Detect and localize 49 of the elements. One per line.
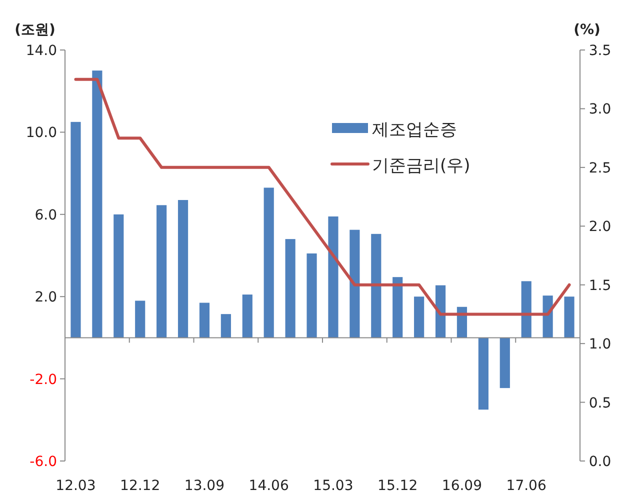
x-tick-label: 12.03 [56, 478, 96, 494]
y2-tick-label: 3.0 [588, 102, 612, 118]
x-tick-label: 14.06 [248, 478, 289, 494]
bar [392, 277, 403, 338]
x-tick-label: 17.06 [506, 478, 546, 494]
bar [242, 294, 252, 338]
y2-tick-label: 1.5 [588, 278, 612, 294]
y2-tick-label: 2.0 [588, 219, 612, 236]
bar [220, 314, 231, 338]
x-tick-label: 16.09 [442, 478, 482, 494]
bar [264, 188, 274, 338]
y2-tick-label: 0.0 [588, 454, 612, 470]
legend-label: 기준금리(우) [372, 156, 470, 176]
legend-label: 제조업순증 [372, 120, 457, 140]
y-tick-label: 10.0 [26, 125, 57, 142]
y-tick-label: -6.0 [30, 454, 57, 470]
bar [350, 230, 360, 338]
y2-tick-label: 3.5 [588, 43, 612, 59]
y-tick-label: 6.0 [34, 207, 57, 224]
bar [371, 234, 382, 338]
bar [564, 296, 574, 338]
bar [156, 205, 167, 338]
x-tick-label: 13.09 [184, 478, 225, 494]
y-axis-title: (조원) [14, 22, 56, 38]
y2-tick-label: 2.5 [588, 160, 612, 176]
bar [328, 216, 338, 338]
bar [70, 122, 81, 338]
bar [435, 285, 446, 338]
bar [306, 253, 317, 338]
line-series [74, 78, 571, 316]
bar [114, 214, 124, 338]
bar [414, 296, 424, 338]
y2-tick-label: 0.5 [588, 395, 612, 412]
x-tick-label: 12.12 [120, 478, 160, 494]
y2-axis-title: (%) [574, 22, 600, 38]
bar [500, 338, 510, 388]
bar [178, 200, 188, 338]
bar [285, 239, 296, 338]
bar [92, 70, 102, 338]
y2-tick-label: 1.0 [588, 336, 612, 353]
y-tick-label: -2.0 [30, 372, 57, 388]
x-tick-label: 15.12 [378, 478, 418, 494]
bar [478, 338, 488, 410]
y-tick-label: 2.0 [34, 290, 57, 306]
x-tick-label: 15.03 [313, 478, 354, 494]
bar [135, 300, 146, 338]
bar [199, 302, 210, 338]
y-tick-label: 14.0 [26, 43, 57, 59]
bar [521, 281, 532, 338]
